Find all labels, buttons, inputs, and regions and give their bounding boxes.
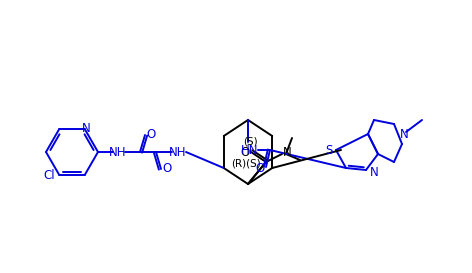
Text: O: O (162, 162, 172, 176)
Text: S: S (325, 144, 333, 156)
Text: O: O (240, 146, 250, 159)
Text: O: O (146, 129, 156, 141)
Text: Cl: Cl (43, 169, 55, 182)
Text: O: O (255, 162, 265, 176)
Text: N: N (82, 122, 90, 135)
Text: NH: NH (169, 146, 187, 159)
Text: NH: NH (109, 146, 127, 159)
Text: N: N (283, 147, 291, 159)
Text: (S): (S) (243, 137, 257, 147)
Text: N: N (400, 127, 408, 141)
Text: N: N (370, 165, 379, 179)
Text: HN: HN (241, 144, 259, 156)
Text: (R)(S): (R)(S) (231, 159, 261, 169)
